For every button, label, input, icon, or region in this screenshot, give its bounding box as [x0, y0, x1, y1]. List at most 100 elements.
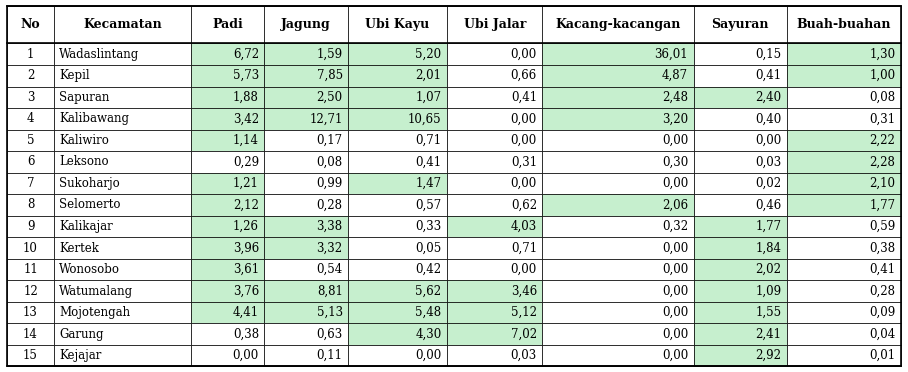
Bar: [447, 345, 542, 366]
Text: 0,11: 0,11: [317, 349, 342, 362]
Bar: [54, 6, 191, 44]
Bar: [542, 151, 694, 173]
Text: 1,26: 1,26: [233, 220, 259, 233]
Bar: [54, 302, 191, 323]
Bar: [542, 129, 694, 151]
Bar: [348, 237, 447, 259]
Text: 0,00: 0,00: [755, 134, 781, 147]
Bar: [447, 151, 542, 173]
Text: 3,38: 3,38: [317, 220, 342, 233]
Text: 3,20: 3,20: [662, 112, 688, 125]
Bar: [348, 65, 447, 87]
Text: 2,48: 2,48: [662, 91, 688, 104]
Bar: [54, 129, 191, 151]
Text: 1,00: 1,00: [869, 69, 895, 82]
Bar: [264, 44, 348, 65]
Bar: [264, 129, 348, 151]
Text: 0,00: 0,00: [510, 263, 537, 276]
Text: 2,40: 2,40: [755, 91, 781, 104]
Bar: [694, 216, 786, 237]
Bar: [447, 173, 542, 194]
Bar: [54, 173, 191, 194]
Bar: [54, 216, 191, 237]
Bar: [447, 87, 542, 108]
Text: 0,40: 0,40: [755, 112, 781, 125]
Text: 0,41: 0,41: [416, 155, 441, 169]
Bar: [348, 6, 447, 44]
Text: 5,13: 5,13: [317, 306, 342, 319]
Text: 9: 9: [26, 220, 35, 233]
Text: 0,31: 0,31: [511, 155, 537, 169]
Text: 0,63: 0,63: [316, 328, 342, 341]
Text: 0,38: 0,38: [232, 328, 259, 341]
Text: 0,42: 0,42: [416, 263, 441, 276]
Bar: [54, 280, 191, 302]
Bar: [191, 237, 264, 259]
Bar: [694, 194, 786, 216]
Text: 0,62: 0,62: [511, 198, 537, 211]
Bar: [542, 87, 694, 108]
Bar: [191, 173, 264, 194]
Text: 5: 5: [26, 134, 35, 147]
Text: 2,92: 2,92: [755, 349, 781, 362]
Text: Selomerto: Selomerto: [59, 198, 121, 211]
Text: 3: 3: [26, 91, 35, 104]
Text: Jagung: Jagung: [281, 18, 331, 31]
Text: Wonosobo: Wonosobo: [59, 263, 120, 276]
Bar: [348, 194, 447, 216]
Bar: [542, 237, 694, 259]
Bar: [447, 44, 542, 65]
Text: Watumalang: Watumalang: [59, 285, 133, 298]
Bar: [542, 323, 694, 345]
Bar: [54, 345, 191, 366]
Bar: [542, 65, 694, 87]
Bar: [7, 302, 54, 323]
Text: 3,61: 3,61: [232, 263, 259, 276]
Bar: [786, 65, 901, 87]
Text: 2,28: 2,28: [870, 155, 895, 169]
Text: 0,15: 0,15: [755, 48, 781, 61]
Bar: [348, 173, 447, 194]
Bar: [447, 323, 542, 345]
Text: 1,59: 1,59: [317, 48, 342, 61]
Bar: [7, 323, 54, 345]
Text: 3,42: 3,42: [232, 112, 259, 125]
Text: 0,00: 0,00: [232, 349, 259, 362]
Bar: [264, 87, 348, 108]
Text: No: No: [21, 18, 40, 31]
Bar: [191, 323, 264, 345]
Bar: [348, 151, 447, 173]
Bar: [7, 280, 54, 302]
Bar: [7, 173, 54, 194]
Text: 3,32: 3,32: [317, 241, 342, 254]
Bar: [7, 129, 54, 151]
Bar: [191, 259, 264, 280]
Text: 0,33: 0,33: [415, 220, 441, 233]
Bar: [447, 280, 542, 302]
Bar: [786, 259, 901, 280]
Text: 3,76: 3,76: [232, 285, 259, 298]
Bar: [264, 259, 348, 280]
Text: 1,21: 1,21: [233, 177, 259, 190]
Text: Garung: Garung: [59, 328, 104, 341]
Text: Kaliwiro: Kaliwiro: [59, 134, 109, 147]
Text: Kejajar: Kejajar: [59, 349, 102, 362]
Bar: [191, 345, 264, 366]
Text: 1,77: 1,77: [755, 220, 781, 233]
Bar: [191, 194, 264, 216]
Text: 36,01: 36,01: [655, 48, 688, 61]
Bar: [264, 65, 348, 87]
Bar: [7, 194, 54, 216]
Text: 2,12: 2,12: [233, 198, 259, 211]
Bar: [542, 216, 694, 237]
Text: 0,05: 0,05: [415, 241, 441, 254]
Bar: [786, 237, 901, 259]
Bar: [348, 87, 447, 108]
Text: 0,71: 0,71: [416, 134, 441, 147]
Text: 4,30: 4,30: [415, 328, 441, 341]
Bar: [694, 129, 786, 151]
Bar: [694, 280, 786, 302]
Bar: [54, 87, 191, 108]
Text: Kalibawang: Kalibawang: [59, 112, 129, 125]
Bar: [542, 108, 694, 129]
